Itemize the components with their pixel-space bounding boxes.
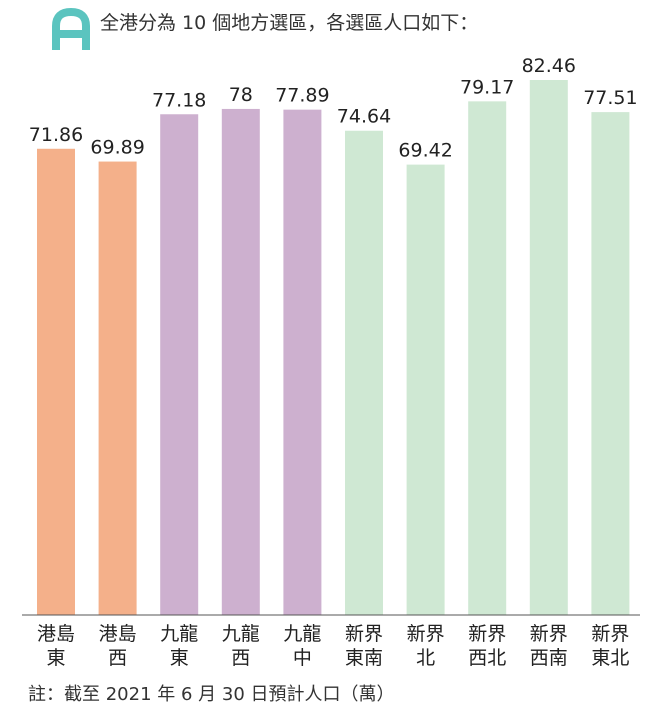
value-label-10: 77.51 — [583, 87, 637, 109]
category-label-2: 港島西 — [99, 623, 137, 669]
value-label-5: 77.89 — [275, 85, 329, 107]
value-label-6: 74.64 — [337, 106, 391, 128]
value-label-4: 78 — [229, 84, 253, 106]
value-label-7: 69.42 — [398, 140, 452, 162]
category-label-6: 新界東南 — [345, 623, 383, 669]
bar-2 — [98, 161, 137, 616]
bar-8 — [468, 101, 507, 615]
category-label-7: 新界北 — [407, 623, 445, 669]
category-label-8: 新界西北 — [468, 623, 506, 669]
bar-3 — [160, 114, 199, 616]
bar-6 — [345, 130, 383, 615]
category-label-10: 新界東北 — [591, 623, 629, 669]
category-label-5: 九龍中 — [283, 623, 321, 669]
value-label-1: 71.86 — [29, 124, 83, 146]
logo-icon — [50, 7, 92, 56]
value-label-3: 77.18 — [152, 89, 206, 111]
chart-title: 全港分為 10 個地方選區，各選區人口如下： — [100, 12, 479, 34]
bar-4 — [221, 108, 260, 615]
category-label-1: 港島東 — [37, 623, 75, 669]
value-label-9: 82.46 — [522, 55, 576, 77]
category-label-4: 九龍西 — [222, 623, 260, 669]
bar-10 — [591, 112, 630, 615]
value-label-8: 79.17 — [460, 76, 514, 98]
bar-1 — [37, 148, 75, 615]
value-label-2: 69.89 — [90, 137, 144, 159]
category-label-3: 九龍東 — [160, 623, 198, 669]
bar-5 — [283, 109, 322, 615]
category-label-9: 新界西南 — [530, 623, 568, 669]
bar-7 — [406, 164, 445, 615]
footnote: 註：截至 2021 年 6 月 30 日預計人口（萬） — [28, 684, 395, 705]
bar-9 — [529, 80, 568, 615]
